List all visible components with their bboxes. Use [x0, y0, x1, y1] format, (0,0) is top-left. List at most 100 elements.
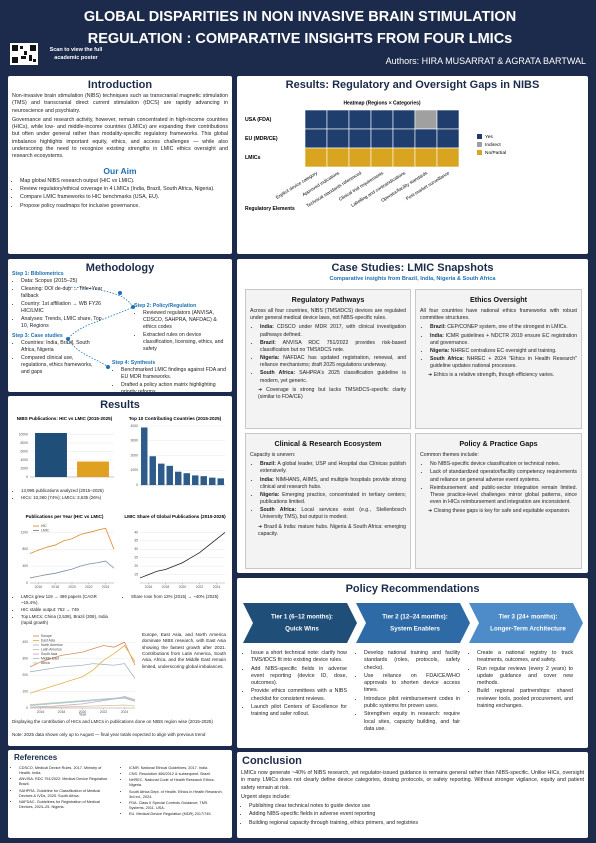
y-tick-label: 20 — [134, 564, 138, 568]
y-tick-label: 4000 — [20, 458, 28, 462]
y-tick-label: 40 — [134, 530, 138, 534]
bullet-item: Reimbursement and public-sector integrat… — [430, 485, 577, 507]
bullet-item: Nigeria: NAFDAC has updated registration… — [260, 355, 406, 369]
step-title: Step 1: Bibliometrics — [12, 271, 64, 277]
bullet-item: Lack of standardized operator/facility c… — [430, 469, 577, 483]
section-title: Case Studies: LMIC Snapshots — [331, 262, 494, 274]
legend-label: HIC — [41, 524, 47, 528]
x-tick-label: 2016 — [145, 585, 153, 589]
bullet-item: Benchmarked LMIC findings against FDA an… — [121, 367, 226, 381]
bullet-item: Propose policy roadmaps for inclusive go… — [20, 203, 228, 210]
box-text: Across all four countries, NIBS (TMS/tDC… — [246, 308, 410, 401]
reference-item: ANVISA. RDC 751/2022: Medical Device Reg… — [19, 777, 114, 787]
bullet-item: Compare LMIC frameworks to HIC benchmark… — [20, 194, 228, 201]
legend-swatch — [477, 134, 482, 139]
step-title: Step 3: Case studies — [12, 333, 63, 339]
bullet-item: 13,995 publications analyzed (2015–2025) — [21, 488, 114, 494]
bullet-list: No NIBS-specific device classification o… — [416, 461, 581, 506]
reference-item: South Africa Dept. of Health. Ethics in … — [129, 790, 224, 800]
bullet-item: Run regular reviews (every 2 years) to u… — [477, 666, 573, 688]
chart-caption: Europe, East Asia, and North America dom… — [142, 632, 226, 669]
tier-name: Quick Wins — [285, 626, 319, 633]
bar — [209, 477, 216, 485]
bullet-item: Launch pilot Centers of Excellence for t… — [251, 704, 347, 719]
chart: Top 10 Contributing Countries (2015-2025… — [129, 416, 225, 487]
bullet-list: Map global NIBS research output (HIC vs … — [8, 178, 232, 210]
bullet-text: NHREC centralizes EC oversight and train… — [449, 347, 557, 354]
flow-dot — [118, 291, 122, 295]
bullet-item: Country: 1st affiliation → WB FY26 HIC/L… — [21, 301, 103, 315]
row-label: EU (MDR/CE) — [245, 136, 278, 142]
bullet-list: India: CDSCO under MDR 2017, with clinic… — [246, 324, 410, 384]
bullet-item: Nigeria: NHREC centralizes EC oversight … — [430, 348, 577, 355]
y-tick-label: 400 — [22, 564, 28, 568]
heatmap-cell — [392, 109, 416, 130]
section-title: Introduction — [87, 79, 153, 91]
bullet-list: Brazil: A global leader, USP and Hospita… — [246, 461, 410, 521]
y-tick-label: 3000 — [130, 439, 138, 443]
bullet-lead: India: — [260, 324, 274, 331]
x-tick-label: 2024 — [213, 585, 221, 589]
bullet-item: India: ICMR guidelines + NDCTR 2019 ensu… — [430, 333, 577, 347]
bullet-item: Issue a short technical note: clarify ho… — [251, 650, 347, 665]
bullet-lead: South Africa: — [430, 356, 464, 363]
y-tick-label: 6000 — [20, 449, 28, 453]
reference-item: SAHPRA. Guideline for Classification of … — [19, 789, 114, 799]
y-tick-label: 0 — [26, 706, 28, 710]
box-intro: Capacity is uneven: — [250, 452, 296, 458]
bullet-list: Benchmarked LMIC findings against FDA an… — [112, 367, 230, 392]
bullet-item: India: CDSCO under MDR 2017, with clinic… — [260, 324, 406, 338]
reference-item: NHREC. National Code of Health Research … — [129, 778, 224, 788]
chart-notes: Share rose from 13% (2015) → ~40% (2025) — [124, 594, 228, 601]
line — [29, 560, 115, 579]
reference-list: CDSCO. Medical Device Rules, 2017. Minis… — [12, 766, 118, 810]
bullet-item: South Africa: NHREC + 2024 "Ethics in He… — [430, 356, 577, 370]
bullet-lead: India: — [430, 332, 444, 339]
y-tick-label: 4000 — [130, 424, 138, 428]
y-tick-label: 1000 — [130, 468, 138, 472]
y-tick-label: 15 — [134, 572, 138, 576]
x-tick-label: 2024 — [121, 710, 129, 714]
bullet-item: Reviewed regulators (ANVISA, CDSCO, SAHP… — [143, 310, 224, 331]
box-conclusion: ➜ Brazil & India: mature hubs. Nigeria &… — [258, 523, 406, 537]
reference-column: CDSCO. Medical Device Rules, 2017. Minis… — [12, 766, 118, 811]
tier-name: Longer-Term Architecture — [490, 626, 566, 633]
bullet-text: SAHPRA's 2025 classification guideline i… — [260, 370, 406, 384]
bullet-list: Reviewed regulators (ANVISA, CDSCO, SAHP… — [134, 310, 228, 353]
bullet-item: Top LMICs: China (2,538), Brazil (308), … — [21, 614, 114, 626]
bullet-text: Reimbursement and public-sector integrat… — [430, 484, 577, 506]
intro-text: Non-invasive brain stimulation (NIBS) te… — [8, 93, 232, 161]
x-tick-label: 2018 — [162, 585, 170, 589]
bullet-item: India: NIMHANS, AIIMS, and multiple hosp… — [260, 477, 406, 491]
x-tick-label: 2016 — [35, 585, 43, 589]
heatmap-panel: Results: Regulatory and Oversight Gaps i… — [237, 76, 588, 254]
reference-item: NAFDAC. Guidelines for Registration of M… — [19, 800, 114, 810]
case-box: Ethics Oversight All four countries have … — [415, 289, 582, 429]
bullet-list: Issue a short technical note: clarify ho… — [243, 650, 351, 719]
chart-title: LMIC Share of Global Publications (2015-… — [124, 514, 226, 519]
box-conclusion: ➜ Closing these gaps is key for safe and… — [428, 508, 571, 515]
bullet-item: Create a national registry to track trea… — [477, 650, 573, 665]
heatmap-cell — [348, 109, 372, 130]
heatmap-cell — [348, 128, 372, 149]
flow-dot — [131, 305, 135, 309]
bullet-item: Nigeria: Emerging practice, concentrated… — [260, 492, 406, 506]
bullet-text: NHREC + 2024 "Ethics in Health Research"… — [430, 356, 577, 370]
heatmap-cell — [414, 147, 438, 168]
paragraph: LMICs now generate ~40% of NIBS research… — [241, 770, 584, 791]
x-tick-label: 2016 — [37, 710, 45, 714]
y-tick-label: 2000 — [20, 466, 28, 470]
bar — [77, 461, 109, 477]
qr-caption: Scan to view the full academic poster — [49, 47, 103, 61]
box-text: Common themes include: No NIBS-specific d… — [416, 452, 581, 515]
legend-label: Africa — [41, 661, 50, 665]
bar — [175, 471, 182, 485]
conclusion-panel: Conclusion LMICs now generate ~40% of NIB… — [237, 752, 588, 838]
reference-item: EU. Medical Device Regulation (MDR) 2017… — [129, 812, 224, 817]
bullet-item: Brazil: A global leader, USP and Hospita… — [260, 461, 406, 475]
box-intro: Across all four countries, NIBS (TMS/tDC… — [250, 308, 406, 322]
bullet-text: Lack of standardized operator/facility c… — [430, 469, 577, 483]
x-tick-label: 2024 — [102, 585, 110, 589]
authors: Authors: HIRA MUSARRAT & AGRATA BARTWAL — [385, 56, 586, 66]
